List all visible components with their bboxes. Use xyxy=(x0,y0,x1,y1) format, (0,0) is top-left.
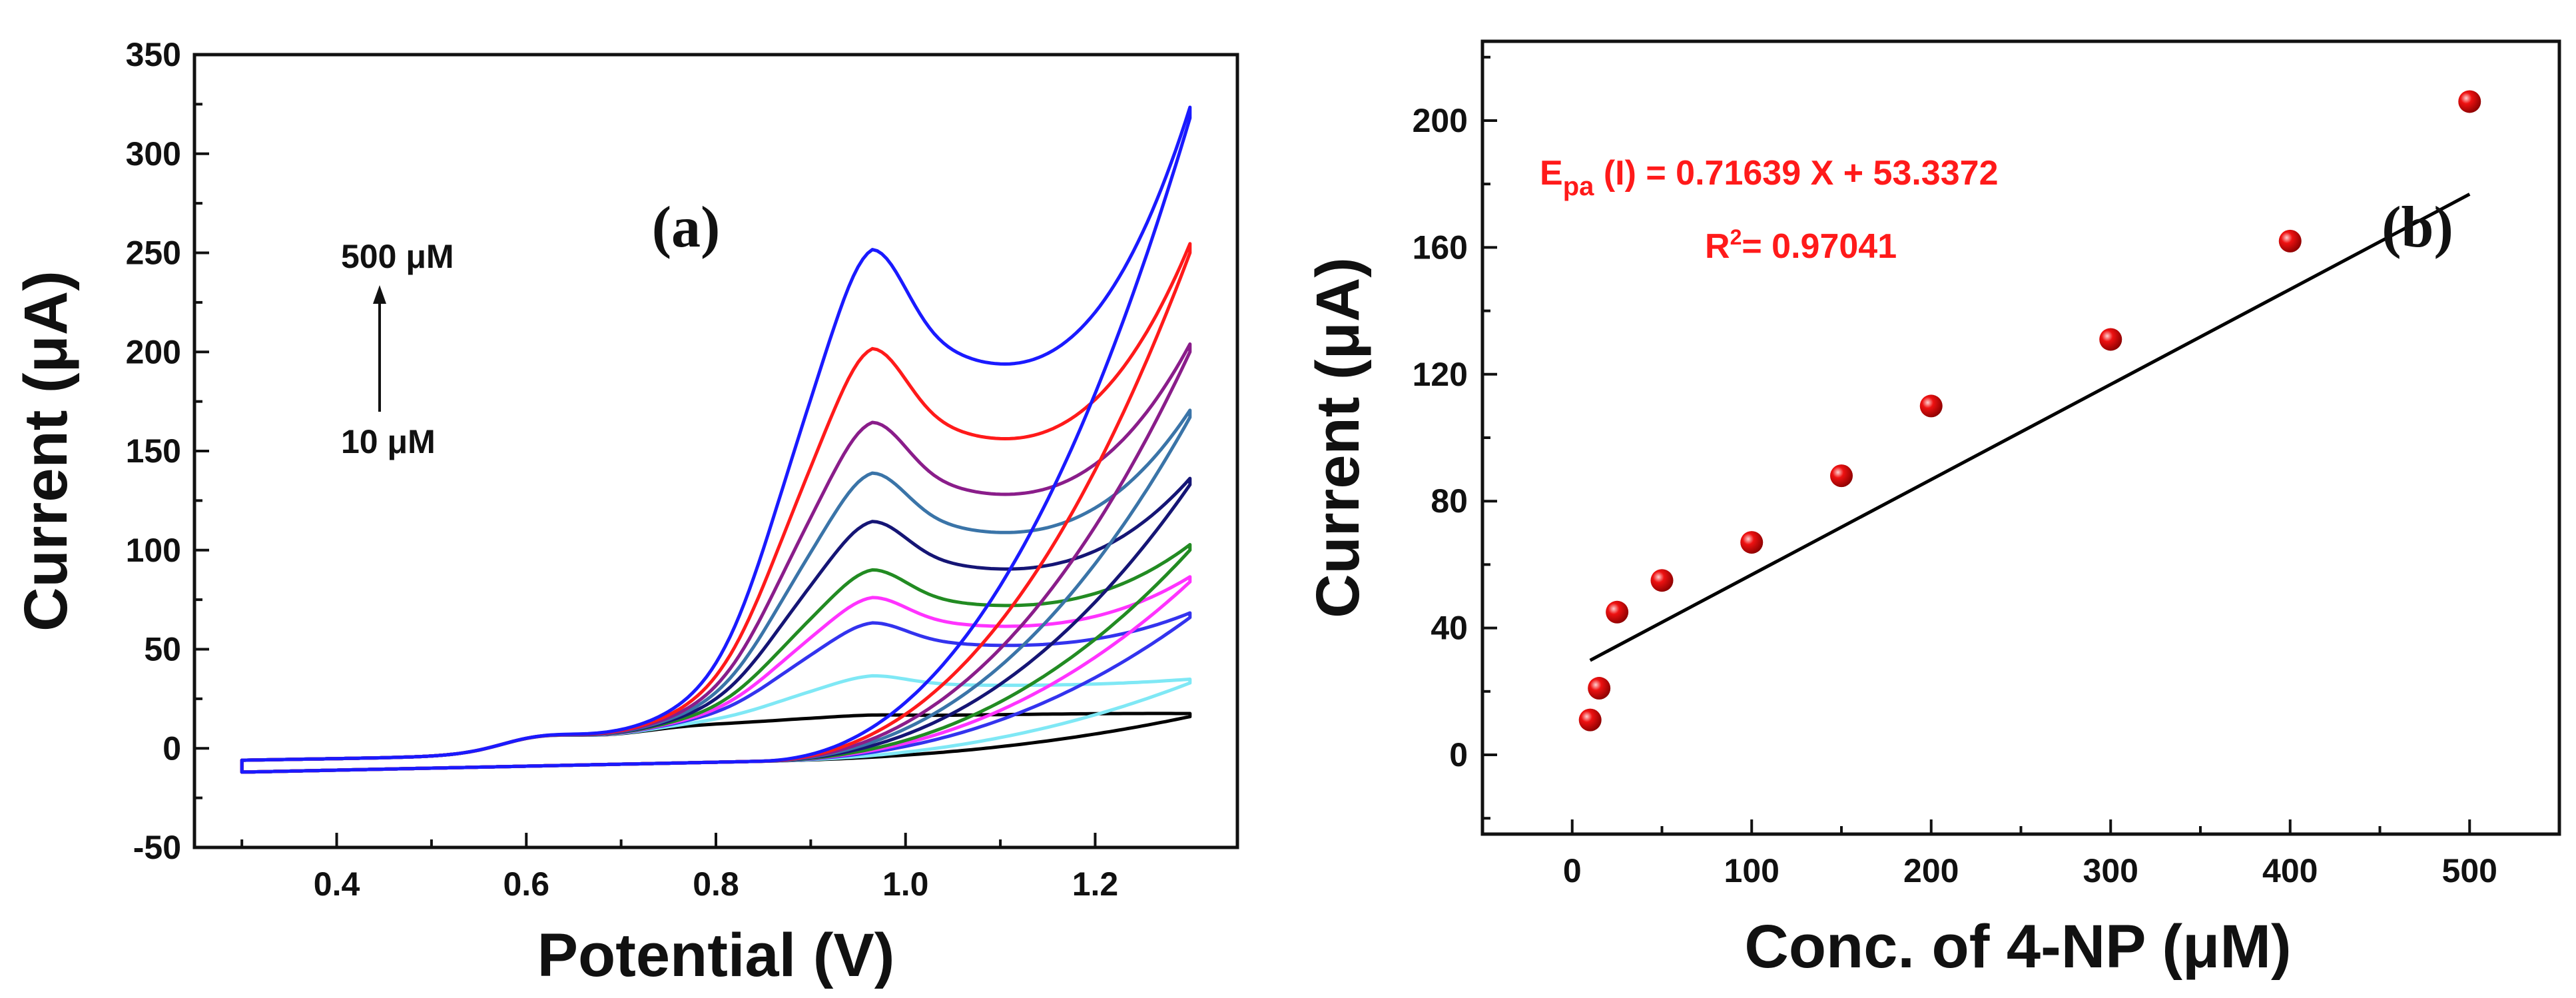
panel-b-x-axis-title: Conc. of 4-NP (μM) xyxy=(1744,913,2291,981)
panel-a-y-tick-label: 0 xyxy=(162,730,181,767)
panel-b-y-tick-label: 120 xyxy=(1413,356,1468,393)
panel-b-y-ticks: 0 40 80 120 160 200 xyxy=(1413,55,1497,820)
cv-curve xyxy=(240,105,1192,774)
panel-a-y-tick-label: 200 xyxy=(126,333,181,370)
panel-a-y-tick-label: 350 xyxy=(126,36,181,73)
panel-a-y-tick-label: 100 xyxy=(126,532,181,569)
panel-a-y-tick-label: -50 xyxy=(133,829,181,866)
r-squared: R2= 0.97041 xyxy=(1705,225,1897,266)
panel-a-x-ticks: 0.4 0.6 0.8 1.0 1.2 xyxy=(240,833,1119,903)
panel-b-x-tick-label: 100 xyxy=(1724,852,1779,889)
panel-b-x-tick-label: 0 xyxy=(1563,852,1582,889)
data-point xyxy=(2099,328,2122,351)
r-squared-symbol: R xyxy=(1705,227,1730,266)
cv-curve xyxy=(240,543,1192,774)
panel-b-x-tick-label: 400 xyxy=(2262,852,2318,889)
data-point xyxy=(1588,677,1611,700)
data-point xyxy=(1606,600,1629,624)
panel-a-y-axis-title: Current (μA) xyxy=(12,270,80,632)
data-point xyxy=(1919,394,1943,418)
regression-equation: Epa (I) = 0.71639 X + 53.3372 xyxy=(1540,154,1999,201)
panel-a-y-tick-label: 150 xyxy=(126,432,181,470)
panel-b-label: (b) xyxy=(2382,195,2453,260)
data-point xyxy=(1830,464,1853,488)
panel-a-x-axis-title: Potential (V) xyxy=(537,921,895,989)
panel-b-x-tick-label: 300 xyxy=(2083,852,2138,889)
panel-b-data-points xyxy=(1578,90,2481,732)
panel-b-x-tick-label: 500 xyxy=(2442,852,2497,889)
panel-a-x-tick-label: 0.6 xyxy=(503,865,550,903)
equation-subscript: pa xyxy=(1563,172,1594,201)
panel-b-y-tick-label: 80 xyxy=(1431,482,1468,520)
arrow-head xyxy=(373,285,386,304)
panel-a-y-ticks: -50 0 50 100 150 200 250 300 350 xyxy=(126,36,209,866)
panel-b-y-tick-label: 160 xyxy=(1413,229,1468,266)
data-point xyxy=(2278,229,2302,252)
equation-body: (I) = 0.71639 X + 53.3372 xyxy=(1594,154,1998,193)
data-point xyxy=(1740,531,1764,554)
panel-a-y-tick-label: 250 xyxy=(126,235,181,272)
panel-b-x-tick-label: 200 xyxy=(1903,852,1959,889)
data-point xyxy=(1650,569,1674,592)
data-point xyxy=(2458,90,2481,113)
panel-a-x-tick-label: 0.4 xyxy=(314,865,360,903)
r-squared-superscript: 2 xyxy=(1730,225,1742,249)
panel-a-x-tick-label: 1.0 xyxy=(882,865,929,903)
panel-a-y-tick-label: 50 xyxy=(144,631,181,668)
panel-a-label: (a) xyxy=(652,195,721,260)
panel-b-x-ticks: 0 100 200 300 400 500 xyxy=(1481,819,2561,889)
panel-b-y-tick-label: 0 xyxy=(1449,736,1468,773)
data-point xyxy=(1578,708,1602,732)
panel-b-y-axis-title: Current (μA) xyxy=(1304,257,1372,618)
panel-b: 0 100 200 300 400 500 0 40 80 120 160 200 Conc. of… xyxy=(1304,39,2561,981)
arrow-label-top: 500 μM xyxy=(341,238,454,275)
linear-fit-line xyxy=(1589,193,2471,662)
panel-a-y-tick-label: 300 xyxy=(126,135,181,173)
r-squared-value: = 0.97041 xyxy=(1742,227,1897,266)
arrow-label-bottom: 10 μM xyxy=(341,423,436,460)
equation-symbol: E xyxy=(1540,154,1563,193)
panel-a-curves xyxy=(240,105,1192,774)
panel-b-y-tick-label: 40 xyxy=(1431,610,1468,647)
concentration-arrow: 500 μM 10 μM xyxy=(341,238,454,460)
panel-a-x-tick-label: 1.2 xyxy=(1072,865,1119,903)
panel-a-x-tick-label: 0.8 xyxy=(693,865,739,903)
panel-b-y-tick-label: 200 xyxy=(1413,102,1468,139)
panel-a: 0.4 0.6 0.8 1.0 1.2 -50 0 50 100 150 200 250 300 350… xyxy=(12,36,1239,989)
